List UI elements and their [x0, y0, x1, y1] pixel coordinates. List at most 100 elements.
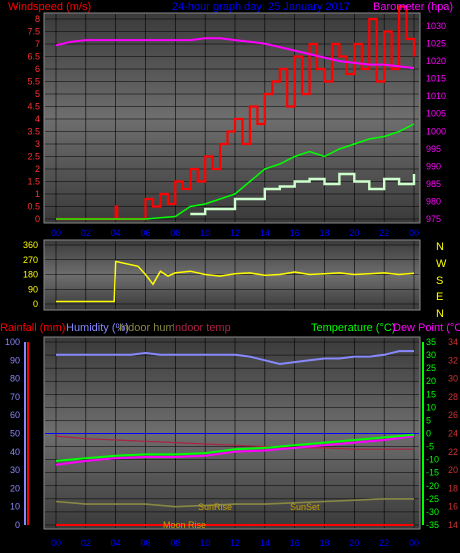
left-tick-label: 5.5: [27, 77, 40, 87]
indoor-tick-label: 18: [448, 483, 458, 493]
direction-line: [56, 260, 415, 303]
x-tick-label: 08: [170, 538, 180, 548]
compass-e: E: [436, 291, 443, 303]
temp-tick-label: 15: [426, 389, 436, 399]
temp-tick-label: -25: [426, 494, 439, 504]
indoor-hum-line: [55, 498, 414, 508]
temp-tick-label: -5: [426, 442, 434, 452]
x-tick-label: 20: [349, 538, 359, 548]
temp-tick-label: 0: [426, 429, 431, 439]
right-tick-label: 1000: [426, 126, 446, 136]
temperature-line: [55, 433, 415, 462]
indoor-temp-line: [55, 435, 414, 450]
compass-w: W: [436, 258, 447, 270]
x-tick-label: 18: [319, 538, 329, 548]
indoor-tick-label: 32: [448, 355, 458, 365]
right-tick-label: 1020: [426, 56, 446, 66]
humidity-tick-label: 90: [10, 355, 20, 365]
compass-s: S: [436, 275, 443, 287]
left-tick-label: 4.5: [27, 102, 40, 112]
indoor-tick-label: 26: [448, 410, 458, 420]
moonrise-label: Moon Rise: [163, 520, 206, 530]
x-tick-label: 06: [140, 228, 150, 238]
left-tick-label: 3.5: [27, 127, 40, 137]
sunset-label: SunSet: [290, 502, 320, 512]
left-tick-label: 5: [35, 89, 40, 99]
humidity-tick-label: 40: [10, 447, 20, 457]
temp-tick-label: 35: [426, 337, 436, 347]
indoor-tick-label: 16: [448, 502, 458, 512]
x-tick-label: 14: [260, 228, 270, 238]
left-tick-label: 0.5: [27, 202, 40, 212]
x-tick-label: 22: [379, 538, 389, 548]
x-tick-label: 00: [409, 228, 419, 238]
humidity-tick-label: 60: [10, 410, 20, 420]
direction-tick-label: 180: [23, 270, 38, 280]
temp-tick-label: 30: [426, 350, 436, 360]
barometer-line: [55, 37, 415, 70]
graph-title: 24-hour graph day: 25 January 2017: [172, 1, 350, 13]
dew-point-title: Dew Point (°C): [393, 322, 460, 334]
temp-tick-label: 10: [426, 402, 436, 412]
right-tick-label: 990: [426, 161, 441, 171]
left-tick-label: 3: [35, 139, 40, 149]
x-tick-label: 04: [111, 228, 121, 238]
left-tick-label: 8: [35, 14, 40, 24]
x-tick-label: 04: [111, 538, 121, 548]
x-tick-label: 16: [290, 228, 300, 238]
gust-light-line: [190, 172, 416, 216]
rainfall-title: Rainfall (mm): [0, 322, 65, 334]
indoor-tick-label: 24: [448, 429, 458, 439]
direction-tick-label: 360: [23, 240, 38, 250]
x-tick-label: 02: [81, 228, 91, 238]
left-tick-label: 0: [35, 214, 40, 224]
left-tick-label: 6.5: [27, 52, 40, 62]
x-tick-label: 06: [140, 538, 150, 548]
humidity-tick-label: 80: [10, 374, 20, 384]
indoor-tick-label: 34: [448, 337, 458, 347]
humidity-tick-label: 30: [10, 465, 20, 475]
right-tick-label: 1030: [426, 21, 446, 31]
humidity-line: [56, 350, 414, 366]
x-tick-label: 22: [379, 228, 389, 238]
direction-tick-label: 0: [33, 299, 38, 309]
right-tick-label: 975: [426, 214, 441, 224]
x-tick-label: 14: [260, 538, 270, 548]
x-tick-label: 16: [290, 538, 300, 548]
temp-tick-label: 25: [426, 363, 436, 373]
wind-gust-line: [56, 5, 416, 221]
left-tick-label: 1.5: [27, 177, 40, 187]
x-tick-label: 20: [349, 228, 359, 238]
panel-direction: [43, 239, 421, 311]
right-tick-label: 1010: [426, 91, 446, 101]
temp-tick-label: -30: [426, 507, 439, 517]
left-tick-label: 6: [35, 64, 40, 74]
temp-tick-label: -20: [426, 481, 439, 491]
humidity-tick-label: 70: [10, 392, 20, 402]
panel-wind: [43, 12, 421, 224]
wind-avg-line: [56, 123, 415, 220]
indoor-hum-title: Indoor hum: [119, 322, 175, 334]
windspeed-title: Windspeed (m/s): [8, 1, 91, 13]
x-tick-label: 00: [51, 228, 61, 238]
direction-tick-label: 270: [23, 255, 38, 265]
right-tick-label: 1005: [426, 109, 446, 119]
indoor-tick-label: 28: [448, 392, 458, 402]
temp-tick-label: 20: [426, 376, 436, 386]
left-tick-label: 4: [35, 114, 40, 124]
compass-n-bottom: N: [436, 308, 444, 320]
x-tick-label: 00: [51, 538, 61, 548]
x-tick-label: 10: [200, 228, 210, 238]
humidity-tick-label: 10: [10, 502, 20, 512]
right-tick-label: 985: [426, 179, 441, 189]
compass-n-top: N: [436, 241, 444, 253]
right-tick-label: 1025: [426, 39, 446, 49]
x-tick-label: 00: [409, 538, 419, 548]
left-tick-label: 2.5: [27, 152, 40, 162]
temperature-title: Temperature (°C): [311, 322, 395, 334]
indoor-tick-label: 22: [448, 447, 458, 457]
temp-tick-label: -35: [426, 520, 439, 530]
right-tick-label: 995: [426, 144, 441, 154]
direction-tick-label: 90: [28, 284, 38, 294]
